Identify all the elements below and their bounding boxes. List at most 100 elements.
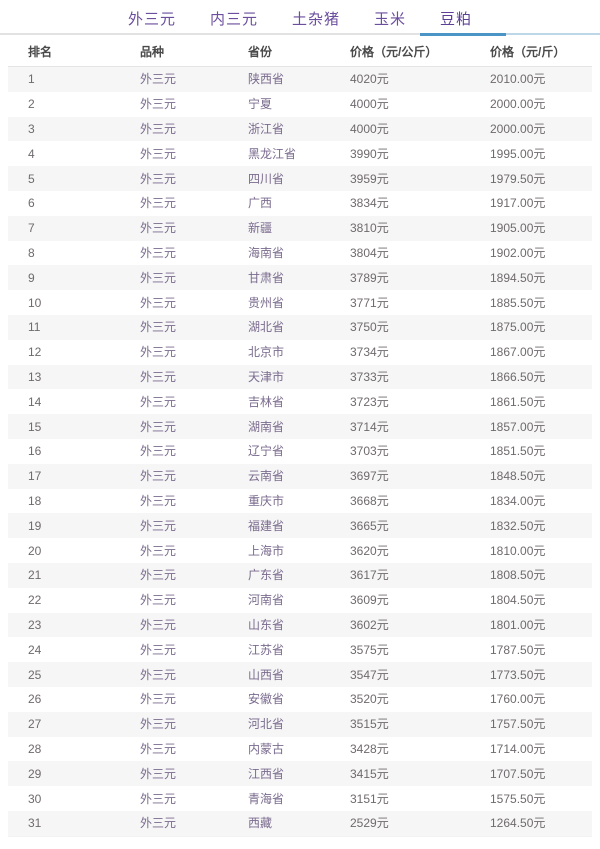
price-per-jin-cell: 1773.50元 bbox=[490, 667, 546, 682]
table-row: 18 外三元 重庆市 3668元 1834.00元 bbox=[8, 488, 592, 514]
price-per-jin-cell: 1714.00元 bbox=[490, 741, 546, 756]
tab-tuzazhu[interactable]: 土杂猪 bbox=[291, 11, 340, 28]
rank-cell: 17 bbox=[28, 469, 42, 484]
table-row: 10 外三元 贵州省 3771元 1885.50元 bbox=[8, 290, 592, 315]
price-per-jin-cell: 1875.00元 bbox=[490, 320, 546, 335]
price-per-kg-cell: 3620元 bbox=[350, 543, 389, 558]
price-per-kg-cell: 3804元 bbox=[350, 245, 389, 260]
price-per-jin-cell: 1832.50元 bbox=[490, 518, 546, 533]
table-row: 19 外三元 福建省 3665元 1832.50元 bbox=[8, 513, 592, 539]
table-row: 6 外三元 广西 3834元 1917.00元 bbox=[8, 190, 592, 216]
price-ranking-table-wrap: 排名 品种 省份 价格（元/公斤） 价格（元/斤） 1 外三元 陕西省 4020元 2010.0… bbox=[8, 36, 592, 836]
province-cell: 西藏 bbox=[248, 816, 273, 831]
table-row: 1 外三元 陕西省 4020元 2010.00元 bbox=[8, 66, 592, 92]
price-per-kg-cell: 3733元 bbox=[350, 369, 389, 384]
rank-cell: 1 bbox=[28, 72, 35, 87]
rank-cell: 28 bbox=[28, 741, 42, 756]
rank-cell: 14 bbox=[28, 394, 42, 409]
price-per-jin-cell: 1804.50元 bbox=[490, 593, 546, 608]
table-row: 27 外三元 河北省 3515元 1757.50元 bbox=[8, 711, 592, 737]
table-row: 11 外三元 湖北省 3750元 1875.00元 bbox=[8, 314, 592, 340]
rank-cell: 2 bbox=[28, 97, 35, 112]
table-row: 7 外三元 新疆 3810元 1905.00元 bbox=[8, 215, 592, 241]
price-per-kg-cell: 3703元 bbox=[350, 444, 389, 459]
breed-cell: 外三元 bbox=[140, 642, 177, 657]
breed-cell: 外三元 bbox=[140, 692, 177, 707]
rank-cell: 12 bbox=[28, 345, 42, 360]
price-per-kg-cell: 3617元 bbox=[350, 568, 389, 583]
rank-cell: 8 bbox=[28, 245, 35, 260]
province-cell: 安徽省 bbox=[248, 692, 285, 707]
price-per-kg-cell: 4000元 bbox=[350, 97, 389, 112]
price-per-kg-cell: 3515元 bbox=[350, 717, 389, 732]
breed-cell: 外三元 bbox=[140, 741, 177, 756]
price-per-jin-cell: 1810.00元 bbox=[490, 543, 546, 558]
breed-cell: 外三元 bbox=[140, 469, 177, 484]
table-row: 28 外三元 内蒙古 3428元 1714.00元 bbox=[8, 736, 592, 762]
table-row: 2 外三元 宁夏 4000元 2000.00元 bbox=[8, 91, 592, 117]
rank-cell: 11 bbox=[28, 320, 41, 335]
province-cell: 内蒙古 bbox=[248, 741, 285, 756]
price-per-jin-cell: 2000.00元 bbox=[490, 97, 546, 112]
price-per-kg-cell: 3415元 bbox=[350, 766, 389, 781]
col-province: 省份 bbox=[228, 36, 330, 67]
breed-cell: 外三元 bbox=[140, 270, 177, 285]
breed-cell: 外三元 bbox=[140, 593, 177, 608]
price-per-kg-cell: 3959元 bbox=[350, 171, 389, 186]
table-row: 20 外三元 上海市 3620元 1810.00元 bbox=[8, 538, 592, 563]
breed-cell: 外三元 bbox=[140, 394, 177, 409]
breed-cell: 外三元 bbox=[140, 419, 177, 434]
breed-cell: 外三元 bbox=[140, 543, 177, 558]
breed-cell: 外三元 bbox=[140, 146, 177, 161]
rank-cell: 26 bbox=[28, 692, 42, 707]
province-cell: 贵州省 bbox=[248, 295, 285, 310]
tab-doupo[interactable]: 豆粕 bbox=[440, 11, 473, 28]
province-cell: 湖北省 bbox=[248, 320, 285, 335]
province-cell: 甘肃省 bbox=[248, 270, 285, 285]
breed-cell: 外三元 bbox=[140, 617, 177, 632]
price-per-jin-cell: 1834.00元 bbox=[490, 493, 546, 508]
tabbar-divider-right bbox=[506, 33, 600, 35]
price-per-jin-cell: 1760.00元 bbox=[490, 692, 546, 707]
price-per-kg-cell: 3668元 bbox=[350, 493, 389, 508]
table-row: 22 外三元 河南省 3609元 1804.50元 bbox=[8, 587, 592, 613]
price-per-kg-cell: 3609元 bbox=[350, 593, 389, 608]
price-per-kg-cell: 3520元 bbox=[350, 692, 389, 707]
price-ranking-table: 排名 品种 省份 价格（元/公斤） 价格（元/斤） 1 外三元 陕西省 4020元 2010.0… bbox=[8, 36, 592, 836]
rank-cell: 16 bbox=[28, 444, 42, 459]
table-body: 1 外三元 陕西省 4020元 2010.00元 2 外三元 宁夏 4000元 2000.00元 3… bbox=[8, 66, 592, 836]
price-per-kg-cell: 3734元 bbox=[350, 345, 389, 360]
province-cell: 广西 bbox=[248, 196, 273, 211]
rank-cell: 13 bbox=[28, 369, 42, 384]
breed-cell: 外三元 bbox=[140, 121, 177, 136]
rank-cell: 22 bbox=[28, 593, 42, 608]
province-cell: 辽宁省 bbox=[248, 444, 285, 459]
price-per-jin-cell: 1894.50元 bbox=[490, 270, 546, 285]
table-header-row: 排名 品种 省份 价格（元/公斤） 价格（元/斤） bbox=[8, 36, 592, 67]
rank-cell: 27 bbox=[28, 717, 42, 732]
price-per-jin-cell: 1787.50元 bbox=[490, 642, 546, 657]
province-cell: 江西省 bbox=[248, 766, 285, 781]
price-per-jin-cell: 1861.50元 bbox=[490, 394, 546, 409]
tab-waisanyuan[interactable]: 外三元 bbox=[127, 11, 176, 28]
price-per-jin-cell: 2000.00元 bbox=[490, 121, 546, 136]
breed-cell: 外三元 bbox=[140, 369, 177, 384]
table-row: 3 外三元 浙江省 4000元 2000.00元 bbox=[8, 116, 592, 142]
price-per-kg-cell: 2529元 bbox=[350, 816, 389, 831]
breed-cell: 外三元 bbox=[140, 320, 177, 335]
rank-cell: 15 bbox=[28, 419, 42, 434]
price-per-kg-cell: 3750元 bbox=[350, 320, 389, 335]
price-per-kg-cell: 3665元 bbox=[350, 518, 389, 533]
breed-cell: 外三元 bbox=[140, 295, 177, 310]
tab-neisanyuan[interactable]: 内三元 bbox=[209, 11, 258, 28]
tab-yumi[interactable]: 玉米 bbox=[374, 11, 407, 28]
price-per-jin-cell: 1808.50元 bbox=[490, 568, 546, 583]
price-per-jin-cell: 1902.00元 bbox=[490, 245, 546, 260]
price-per-kg-cell: 3428元 bbox=[350, 741, 389, 756]
province-cell: 浙江省 bbox=[248, 121, 285, 136]
tabbar-divider bbox=[0, 33, 420, 35]
table-row: 30 外三元 青海省 3151元 1575.50元 bbox=[8, 786, 592, 811]
breed-cell: 外三元 bbox=[140, 171, 177, 186]
breed-cell: 外三元 bbox=[140, 816, 177, 831]
table-row: 31 外三元 西藏 2529元 1264.50元 bbox=[8, 810, 592, 836]
